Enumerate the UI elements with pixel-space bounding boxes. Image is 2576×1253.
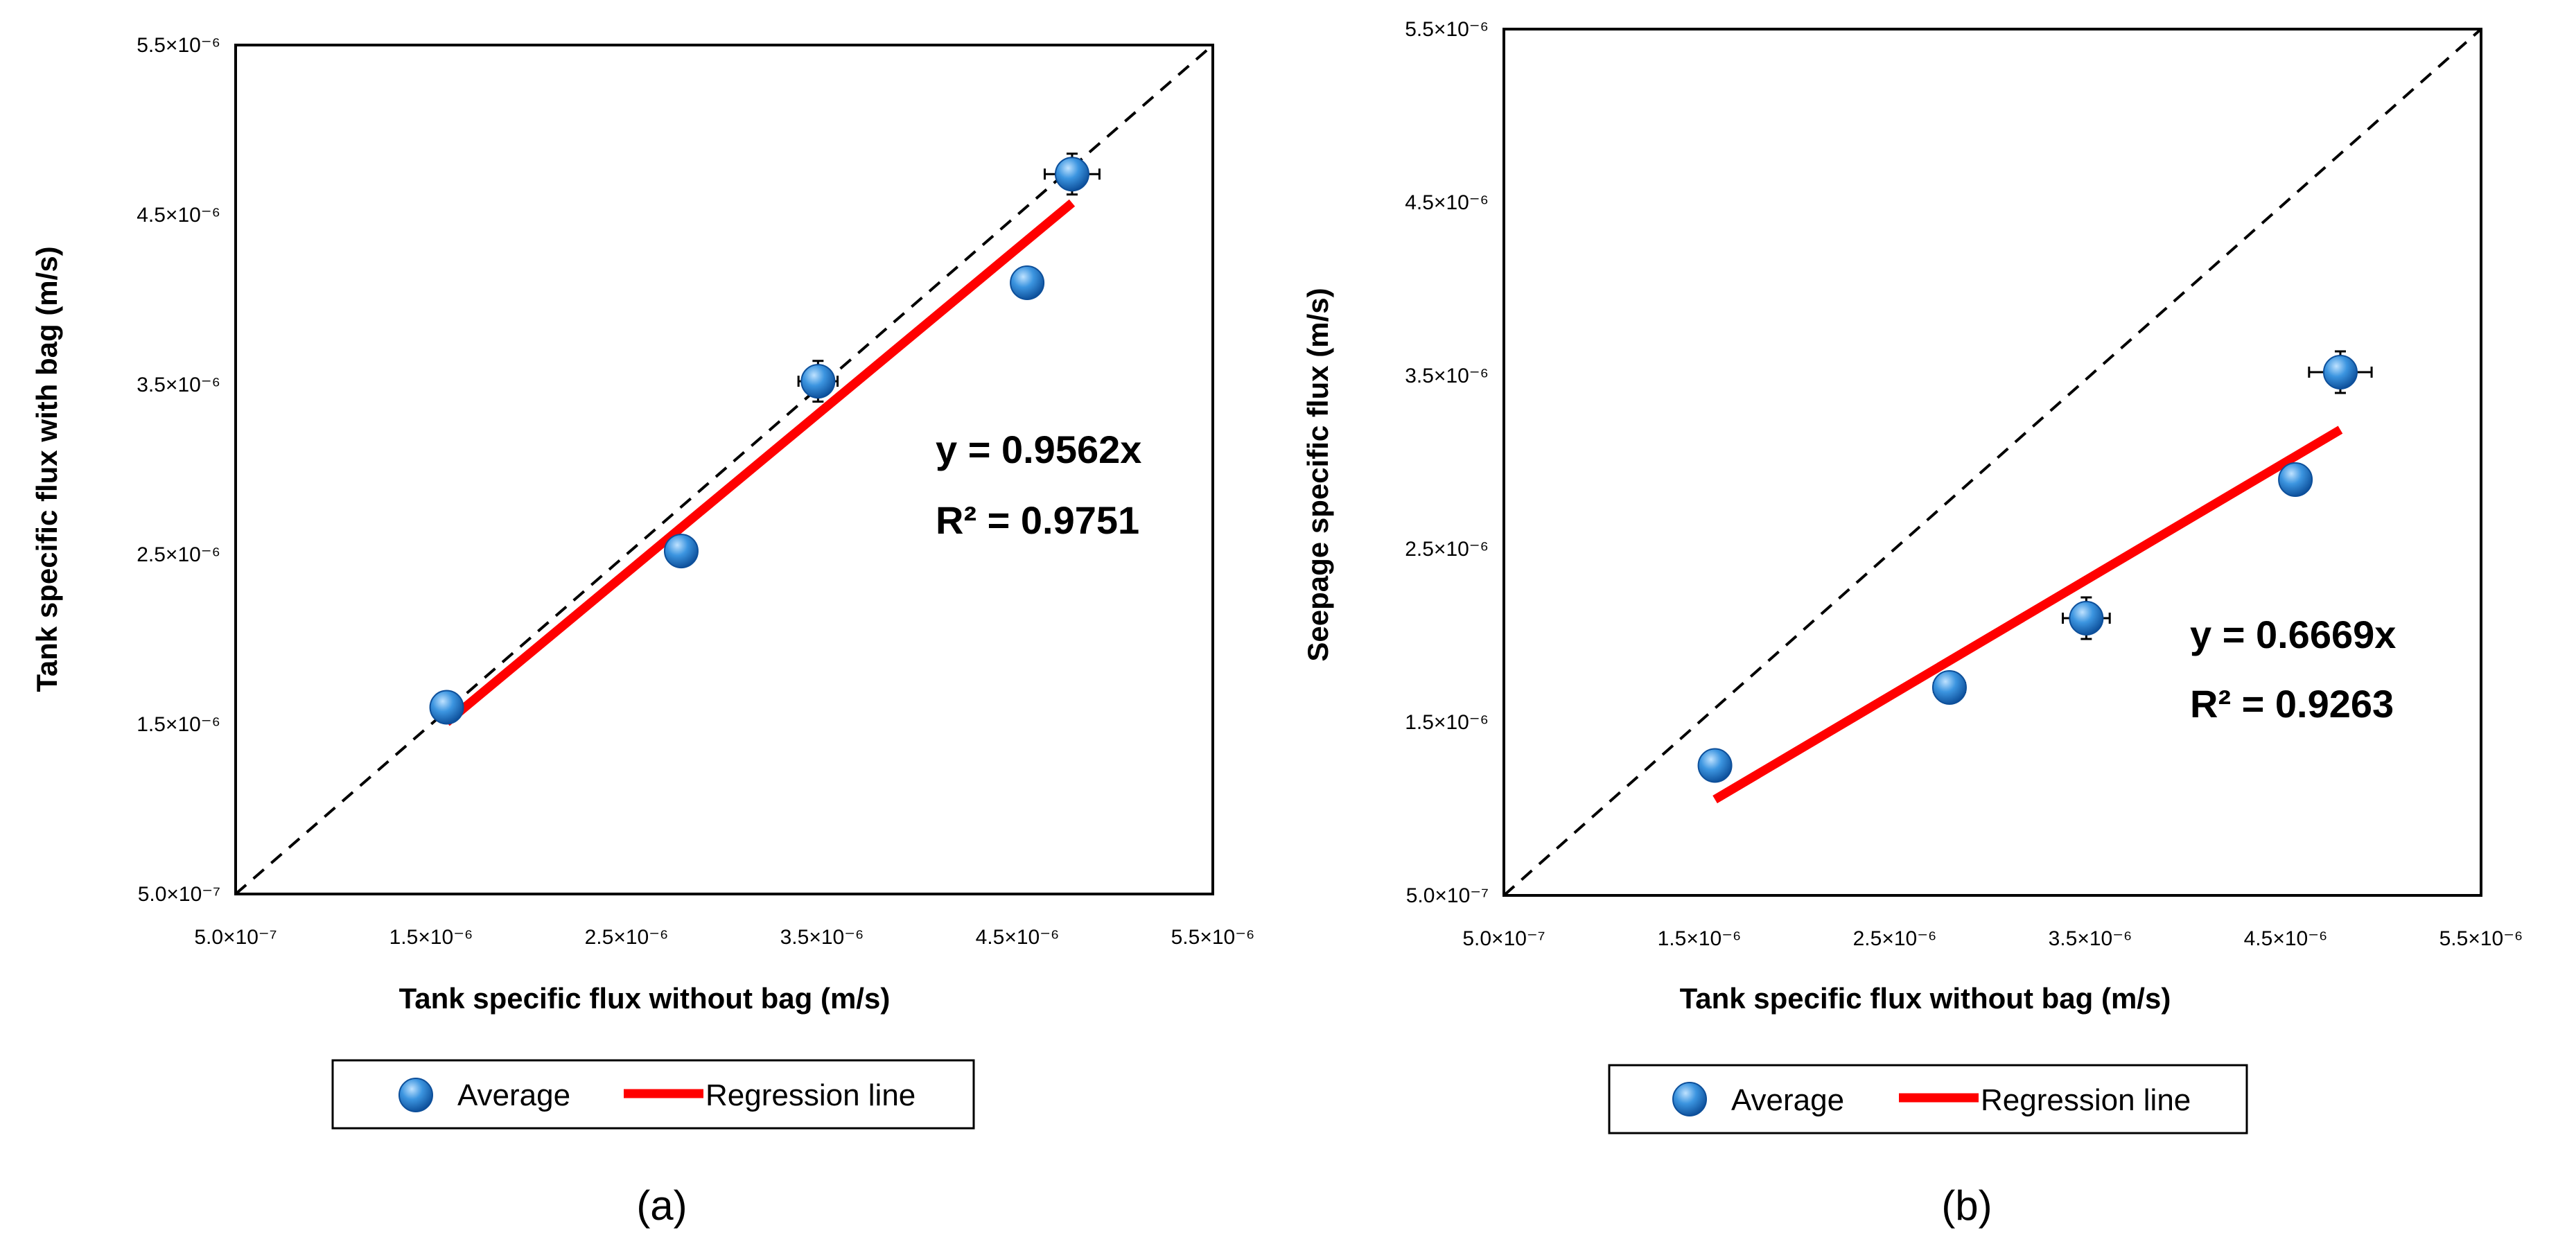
x-tick-group-b: 5.0×10⁻⁷ 1.5×10⁻⁶ 2.5×10⁻⁶ 3.5×10⁻⁶ 4.5×… [1462,927,2523,950]
legend-label-average-b: Average [1731,1083,1844,1117]
data-marks-a [429,152,1101,726]
x-tick-b-1: 1.5×10⁻⁶ [1658,927,1742,950]
x-tick-a-5: 5.5×10⁻⁶ [1171,926,1255,949]
legend-label-regression-b: Regression line [1981,1083,2191,1117]
x-axis-label-a: Tank specific flux without bag (m/s) [399,982,891,1015]
r-squared-a: R² = 0.9751 [936,498,1139,542]
y-tick-group-a: 5.0×10⁻⁷ 1.5×10⁻⁶ 2.5×10⁻⁶ 3.5×10⁻⁶ 4.5×… [137,34,220,906]
data-point-a-0 [429,690,464,725]
data-point-a-3 [1010,265,1045,300]
legend-marker-a [398,1078,433,1112]
panel-label-a: (a) [636,1182,687,1229]
x-tick-a-0: 5.0×10⁻⁷ [194,926,277,949]
axis-ticks-a: 5.0×10⁻⁷ 1.5×10⁻⁶ 2.5×10⁻⁶ 3.5×10⁻⁶ 4.5×… [137,34,1254,949]
y-axis-label-a: Tank specific flux with bag (m/s) [30,246,63,692]
y-tick-a-5: 5.5×10⁻⁶ [137,34,220,57]
legend-label-regression-a: Regression line [706,1078,915,1112]
data-marks-b [1697,350,2373,804]
y-tick-b-0: 5.0×10⁻⁷ [1406,884,1489,907]
legend-box-a [331,1059,975,1130]
y-tick-b-1: 1.5×10⁻⁶ [1405,711,1489,734]
data-point-b-3 [2278,462,2313,497]
y-tick-b-4: 4.5×10⁻⁶ [1405,191,1489,214]
r-squared-b: R² = 0.9263 [2190,682,2394,726]
data-point-b-4 [2322,355,2358,389]
legend-marker-b [1672,1082,1707,1116]
y-tick-a-0: 5.0×10⁻⁷ [138,883,220,906]
data-point-a-1 [663,534,699,569]
x-tick-b-4: 4.5×10⁻⁶ [2244,927,2328,950]
panel-b: 5.0×10⁻⁷ 1.5×10⁻⁶ 2.5×10⁻⁶ 3.5×10⁻⁶ 4.5×… [1302,18,2523,1229]
x-tick-a-4: 4.5×10⁻⁶ [976,926,1060,949]
regression-line-b [1712,426,2343,804]
x-tick-a-2: 2.5×10⁻⁶ [585,926,669,949]
panel-a: 5.0×10⁻⁷ 1.5×10⁻⁶ 2.5×10⁻⁶ 3.5×10⁻⁶ 4.5×… [30,34,1254,1229]
y-tick-a-2: 2.5×10⁻⁶ [137,543,220,566]
reference-line-a [234,44,1214,895]
y-tick-b-3: 3.5×10⁻⁶ [1405,365,1489,387]
data-point-b-2 [2069,601,2104,636]
regression-line-a [444,199,1076,726]
data-point-b-1 [1931,670,1967,705]
legend-label-average-a: Average [457,1078,570,1112]
panel-label-b: (b) [1941,1182,1992,1229]
data-point-b-0 [1697,748,1733,783]
x-tick-group-a: 5.0×10⁻⁷ 1.5×10⁻⁶ 2.5×10⁻⁶ 3.5×10⁻⁶ 4.5×… [194,926,1254,949]
x-tick-b-5: 5.5×10⁻⁶ [2439,927,2523,950]
legend-b: Average Regression line [1608,1064,2248,1134]
equation-a: y = 0.9562x [936,428,1141,471]
data-point-a-2 [800,364,836,399]
y-axis-label-b: Seepage specific flux (m/s) [1302,288,1334,661]
x-tick-b-0: 5.0×10⁻⁷ [1462,927,1545,950]
equation-b: y = 0.6669x [2190,613,2396,656]
axis-ticks-b: 5.0×10⁻⁷ 1.5×10⁻⁶ 2.5×10⁻⁶ 3.5×10⁻⁶ 4.5×… [1405,18,2523,950]
reference-line-b [1502,28,2482,897]
x-tick-a-3: 3.5×10⁻⁶ [780,926,864,949]
plot-frame-b [1502,28,2482,897]
y-tick-group-b: 5.0×10⁻⁷ 1.5×10⁻⁶ 2.5×10⁻⁶ 3.5×10⁻⁶ 4.5×… [1405,18,1489,907]
legend-a: Average Regression line [331,1059,975,1130]
y-tick-a-1: 1.5×10⁻⁶ [137,713,220,736]
data-point-a-4 [1054,157,1089,192]
y-tick-a-4: 4.5×10⁻⁶ [137,204,220,227]
plot-frame-a [234,44,1214,895]
y-tick-b-5: 5.5×10⁻⁶ [1405,18,1489,41]
x-tick-b-2: 2.5×10⁻⁶ [1853,927,1937,950]
y-tick-b-2: 2.5×10⁻⁶ [1405,538,1489,561]
x-tick-b-3: 3.5×10⁻⁶ [2049,927,2132,950]
x-tick-a-1: 1.5×10⁻⁶ [389,926,473,949]
y-tick-a-3: 3.5×10⁻⁶ [137,374,220,396]
x-axis-label-b: Tank specific flux without bag (m/s) [1680,982,2171,1015]
